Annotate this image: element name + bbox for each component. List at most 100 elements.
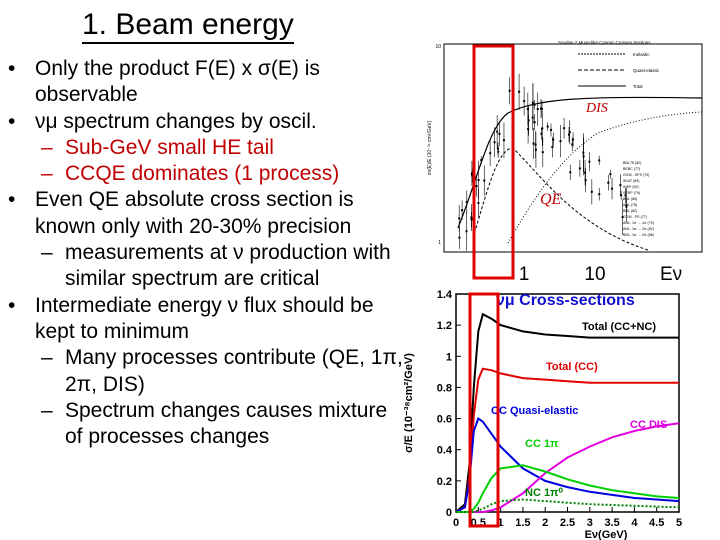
data-point (527, 119, 530, 122)
data-point (611, 187, 614, 190)
data-point (497, 150, 500, 153)
data-point (465, 201, 468, 204)
data-point (508, 89, 511, 92)
data-point (534, 143, 537, 146)
data-point (559, 140, 562, 143)
series-label-3: CC DIS (630, 419, 667, 431)
data-point (619, 184, 622, 187)
top-plot-data-points (458, 73, 628, 251)
data-point (502, 139, 505, 142)
data-point (568, 131, 571, 134)
x-label-energy: Eν (660, 264, 682, 285)
data-point (598, 193, 601, 196)
data-point (477, 201, 480, 204)
experiment-item: BNL (82) (623, 209, 637, 213)
y-tick-label: 0.2 (437, 476, 452, 488)
data-point (527, 128, 530, 131)
top-plot-ytick: 10 (435, 44, 441, 50)
x-tick-label: 2.5 (560, 517, 575, 529)
data-point (470, 218, 473, 221)
cross-section-chart: νμ Cross-sections σ/E (10⁻³⁸cm²/GeV) Eν(… (403, 289, 682, 540)
chart-ylabel: σ/E (10⁻³⁸cm²/GeV) (403, 353, 415, 453)
data-point (534, 148, 537, 151)
data-point (582, 155, 585, 158)
experiment-item: SERP (79) (623, 191, 640, 195)
data-point (533, 103, 536, 106)
sub-gev-highlight-box (472, 44, 515, 280)
sub-bullet-item: – CCQE dominates (1 process) (41, 162, 340, 186)
data-point (531, 101, 534, 104)
data-point (625, 205, 628, 208)
data-point (563, 127, 566, 130)
y-tick-label: 0 (446, 507, 452, 519)
experiment-legend: BNL7ft (82) BEBC (77) GGM - SPS (79) SKA… (623, 161, 654, 237)
experiment-item: BNL (85) (623, 197, 637, 201)
experiment-item: ANL: 1π → 1π (79) (623, 221, 654, 225)
slide-title: 1. Beam energy (82, 8, 294, 44)
data-point (590, 190, 593, 193)
bullet-item: • νμ spectrum changes by oscil. (8, 109, 317, 133)
data-point (607, 181, 610, 184)
top-plot-frame (443, 43, 703, 253)
experiment-item: BNL7ft (82) (623, 161, 641, 165)
data-point (571, 143, 574, 146)
data-point (475, 185, 478, 188)
experiment-item: ANL: 1π → 2π (82) (623, 227, 654, 231)
top-cross-section-plot: Soudan 2 Muon-like Cosmic Crosses Sectio… (427, 40, 703, 285)
x-label-10: 10 (584, 264, 605, 285)
data-point (480, 159, 483, 162)
data-point (569, 171, 572, 174)
x-tick-label: 2 (542, 517, 548, 529)
series-label-1: Total (CC) (546, 361, 598, 373)
data-point (588, 160, 591, 163)
series-line-0 (455, 312, 679, 513)
data-point (551, 146, 554, 149)
series-line-4 (456, 464, 680, 513)
data-point (526, 108, 529, 111)
data-point (572, 138, 575, 141)
chart-xlabel: Eν(GeV) (585, 529, 628, 540)
bullet-item: • Only the product F(E) x σ(E) is observa… (8, 57, 320, 107)
x-tick-label: 3.5 (604, 517, 619, 529)
data-point (496, 130, 499, 133)
data-point (541, 127, 544, 130)
x-tick-label: 1 (498, 517, 504, 529)
data-point (620, 194, 623, 197)
bullet-item: • Intermediate energy ν flux should be ke… (8, 293, 374, 343)
data-point (518, 90, 521, 93)
data-point (471, 174, 474, 177)
experiment-item: IHEP (92) (623, 185, 639, 189)
top-plot-ylabel: σν(E)/E (10⁻³⁸ cm²/GeV) (427, 120, 433, 175)
sub-gev-highlight-box (468, 292, 500, 528)
data-point (541, 151, 544, 154)
data-point (549, 128, 552, 131)
bullet-list: • Only the product F(E) x σ(E) is observa… (8, 56, 403, 450)
data-point (567, 133, 570, 136)
x-tick-label: 0 (453, 517, 459, 529)
data-point (461, 209, 464, 212)
top-plot-header: Soudan 2 Muon-like Cosmic Crosses Sectio… (558, 40, 651, 45)
data-point (465, 230, 468, 233)
sub-bullet-item: – Spectrum changes causes mixture of proc… (41, 398, 388, 449)
data-point (598, 159, 601, 162)
legend-label: Inelastic (633, 52, 650, 57)
y-tick-label: 0.8 (437, 382, 452, 394)
experiment-item: BEBC (77) (623, 167, 640, 171)
dis-label: DIS (585, 101, 608, 116)
data-point (523, 100, 526, 103)
x-tick-label: 4.5 (649, 517, 664, 529)
data-point (609, 173, 612, 176)
data-point (584, 179, 587, 182)
data-point (533, 121, 536, 124)
data-point (493, 141, 496, 144)
y-tick-label: 1 (446, 351, 452, 363)
data-point (532, 142, 535, 145)
experiment-item: SKAT (89) (623, 179, 639, 183)
x-tick-label: 5 (676, 517, 682, 529)
experiment-item: ANL (75) (623, 203, 637, 207)
data-point (483, 179, 486, 182)
data-point (540, 107, 543, 110)
data-point (489, 152, 492, 155)
y-tick-label: 1.4 (437, 289, 453, 301)
series-line-2 (455, 417, 680, 513)
